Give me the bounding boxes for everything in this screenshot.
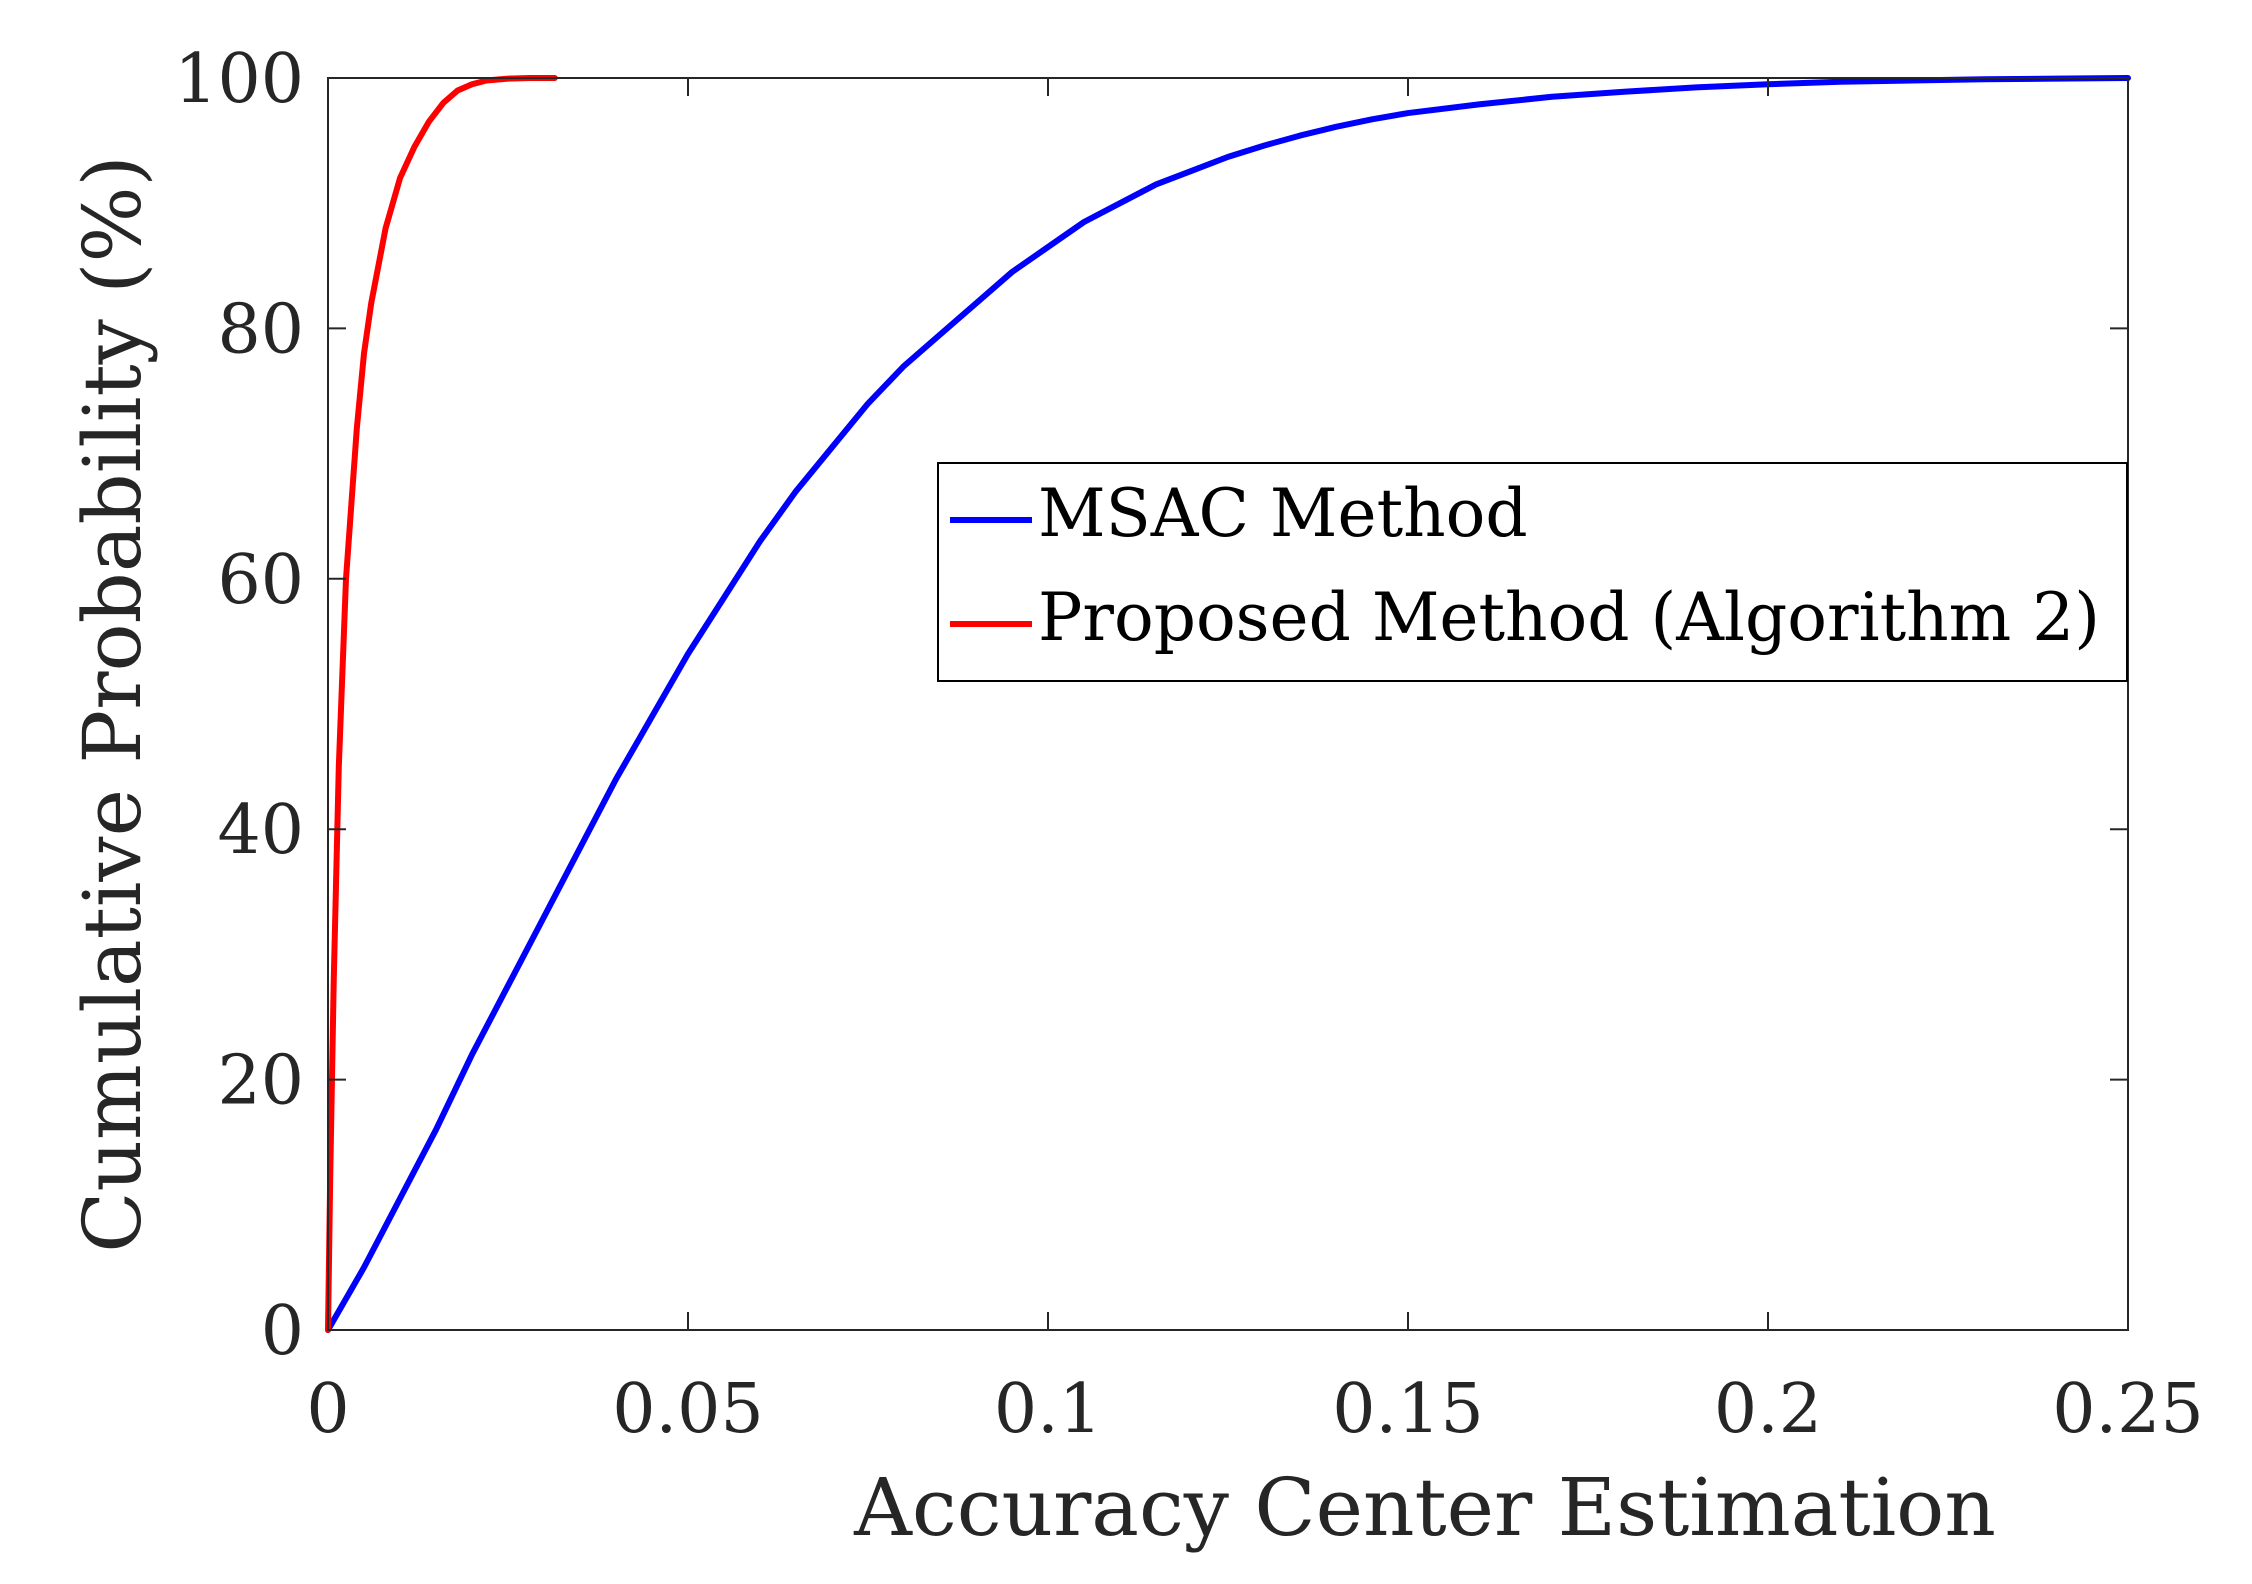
- y-tick-label: 0: [261, 1292, 304, 1371]
- axes-box: [327, 77, 2129, 1331]
- axes-border: [327, 77, 2129, 1331]
- series-line-msac: [325, 75, 2131, 1333]
- x-tick-label: 0.05: [612, 1370, 763, 1449]
- y-tick-labels: 0 20 40 60 80 100: [174, 40, 304, 1371]
- y-tick-label: 40: [217, 791, 304, 870]
- legend-label-msac: MSAC Method: [1038, 475, 1528, 552]
- plot-area: [325, 75, 2131, 1333]
- x-tick-label: 0.2: [1714, 1370, 1822, 1449]
- series-layer: [325, 75, 2131, 1333]
- y-tick-label: 20: [217, 1042, 304, 1121]
- y-tick-label: 60: [217, 541, 304, 620]
- x-tick-label: 0: [306, 1370, 349, 1449]
- x-axis-title: Accuracy Center Estimation: [853, 1461, 1996, 1554]
- x-tick-label: 0.25: [2052, 1370, 2203, 1449]
- x-tick-labels: 0 0.05 0.1 0.15 0.2 0.25: [306, 1370, 2203, 1449]
- legend: MSAC Method Proposed Method (Algorithm 2…: [937, 462, 2128, 682]
- legend-box: [937, 462, 2128, 682]
- x-tick-label: 0.15: [1332, 1370, 1483, 1449]
- y-axis-title: Cumulative Probability (%): [66, 155, 159, 1252]
- x-tick-label: 0.1: [994, 1370, 1102, 1449]
- y-tick-label: 100: [174, 40, 304, 119]
- y-tick-label: 80: [217, 290, 304, 369]
- series-line-proposed: [325, 75, 558, 1333]
- legend-label-proposed: Proposed Method (Algorithm 2): [1038, 579, 2100, 656]
